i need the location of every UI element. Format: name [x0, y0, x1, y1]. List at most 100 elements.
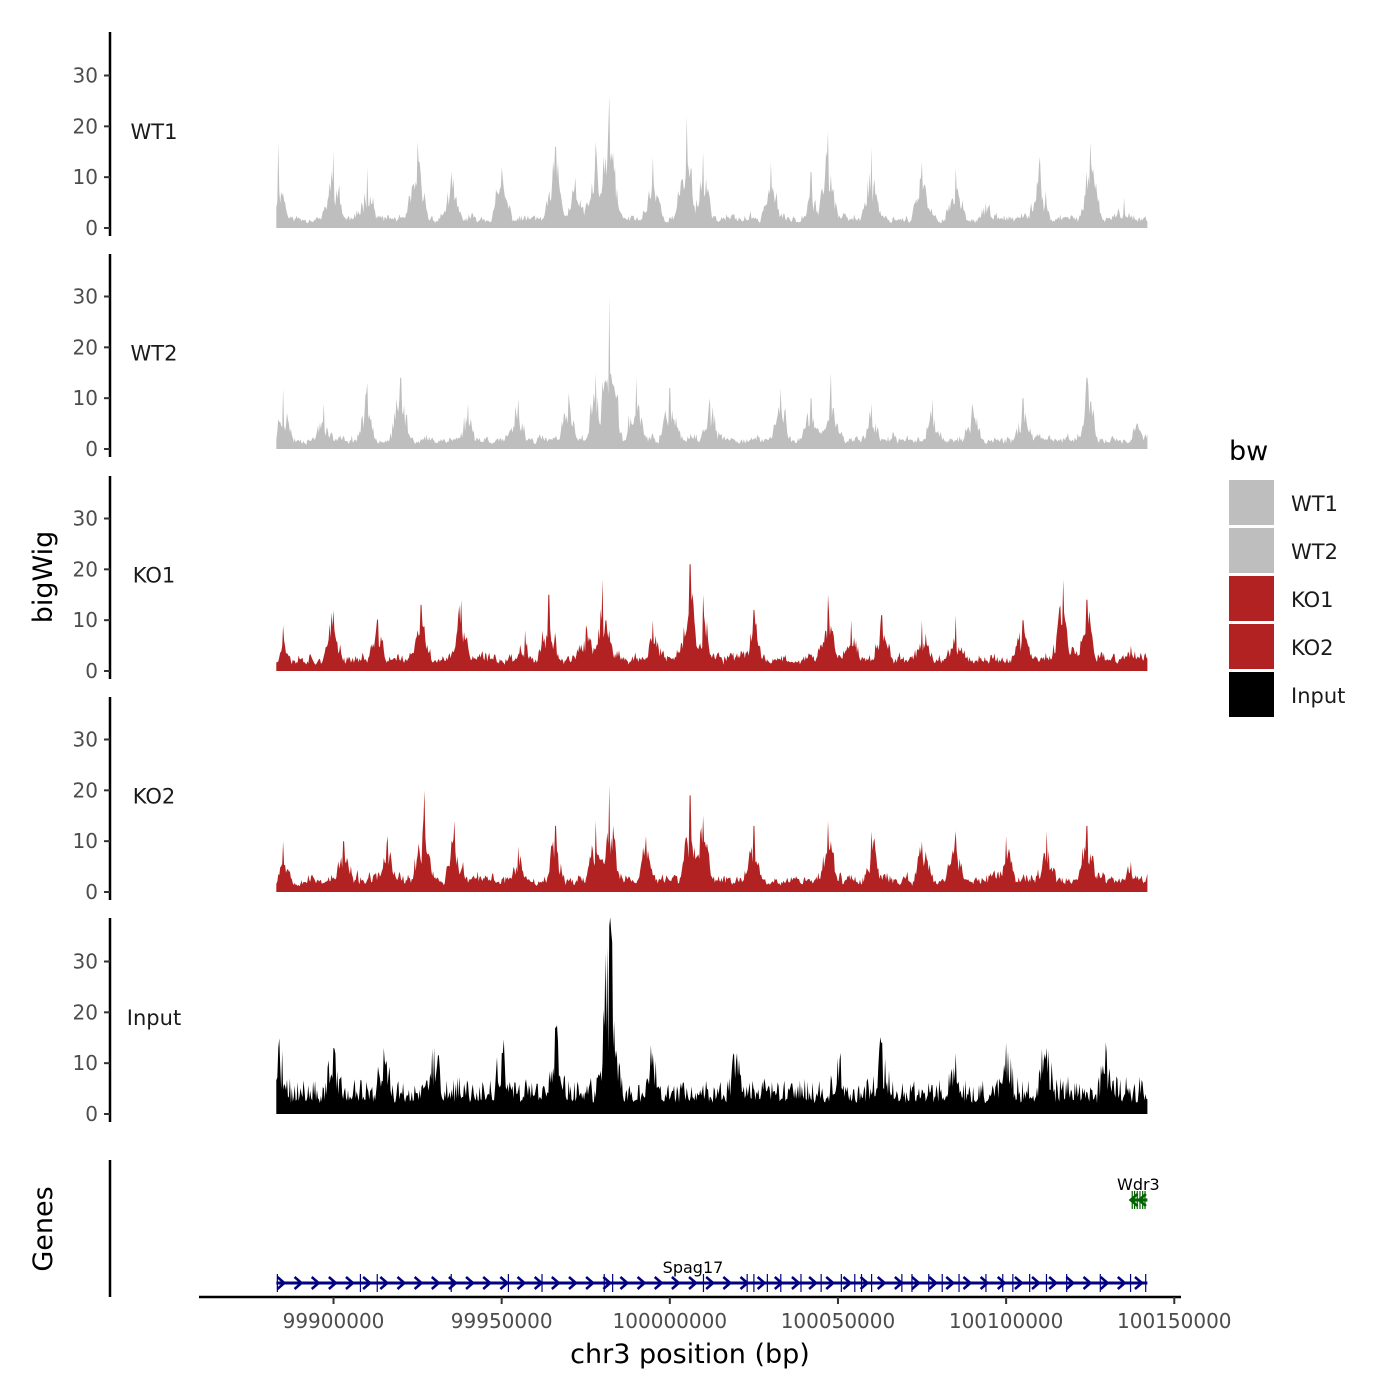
legend-label-ko2: KO2: [1291, 636, 1334, 660]
strand-arrow: [859, 1276, 870, 1290]
strand-arrow: [962, 1276, 973, 1290]
strand-arrow: [551, 1276, 561, 1290]
y-tick-label: 30: [73, 728, 98, 752]
y-tick-label: 0: [85, 437, 98, 461]
y-tick-label: 0: [85, 1102, 98, 1126]
strand-arrow: [602, 1276, 613, 1290]
strand-arrow: [876, 1276, 887, 1290]
track-wt1: 0 10 20 30 WT1: [73, 32, 1148, 240]
strand-arrow: [413, 1276, 424, 1290]
y-tick-label: 0: [85, 880, 98, 904]
track-label: KO2: [133, 785, 176, 809]
y-tick-label: 20: [73, 557, 98, 581]
legend-label-wt2: WT2: [1291, 540, 1338, 564]
strand-arrow: [516, 1276, 527, 1290]
y-tick-label: 20: [73, 1000, 98, 1024]
y-tick-label: 10: [73, 829, 98, 853]
coverage-area-ko2: [276, 785, 1148, 892]
strand-arrow: [568, 1276, 578, 1290]
strand-arrow: [499, 1276, 510, 1290]
x-tick-label: 100150000: [1117, 1309, 1232, 1333]
strand-arrow: [653, 1276, 664, 1290]
strand-arrow: [448, 1276, 458, 1290]
track-ko2: 0 10 20 30 KO2: [73, 697, 1148, 904]
strand-arrow: [928, 1276, 939, 1290]
legend-label-input: Input: [1291, 684, 1345, 708]
legend: WT1 WT2 KO1 KO2 Input: [1229, 480, 1345, 717]
legend-label-wt1: WT1: [1291, 492, 1338, 516]
legend-swatch-ko1: [1229, 576, 1274, 621]
track-ko1: 0 10 20 30 KO1: [73, 476, 1148, 683]
x-tick-label: 100050000: [781, 1309, 896, 1333]
strand-arrow: [894, 1276, 904, 1290]
strand-arrow: [1099, 1276, 1110, 1290]
y-tick-label: 30: [73, 64, 98, 88]
y-tick-label: 0: [85, 216, 98, 240]
y-tick-label: 30: [73, 507, 98, 531]
y-tick-label: 10: [73, 165, 98, 189]
strand-arrow: [773, 1276, 784, 1290]
track-input: 0 10 20 30 Input: [73, 917, 1148, 1126]
strand-arrow: [808, 1276, 819, 1290]
strand-arrow: [1031, 1276, 1041, 1290]
y-tick-label: 0: [85, 659, 98, 683]
strand-arrow: [585, 1276, 596, 1290]
strand-arrow: [911, 1276, 921, 1290]
strand-arrow: [345, 1276, 355, 1290]
gene-label: Wdr3: [1117, 1175, 1160, 1194]
strand-arrow: [1014, 1276, 1024, 1290]
y-tick-label: 30: [73, 285, 98, 309]
y-tick-label: 30: [73, 950, 98, 974]
strand-arrow: [1128, 1193, 1139, 1207]
strand-arrow: [1137, 1193, 1147, 1207]
legend-title: bw: [1229, 436, 1268, 467]
legend-swatch-wt1: [1229, 480, 1274, 525]
strand-arrow: [396, 1276, 407, 1290]
x-tick-label: 99900000: [283, 1309, 385, 1333]
y-tick-label: 10: [73, 386, 98, 410]
strand-arrow: [996, 1276, 1007, 1290]
strand-arrow: [825, 1276, 836, 1290]
x-tick-label: 99950000: [451, 1309, 553, 1333]
x-axis: 99900000 99950000 100000000 100050000 100100…: [199, 1295, 1232, 1333]
x-tick-label: 100000000: [613, 1309, 728, 1333]
strand-arrow: [328, 1276, 338, 1290]
strand-arrow: [276, 1276, 287, 1290]
track-label: KO1: [133, 564, 176, 588]
strand-arrow: [293, 1276, 304, 1290]
strand-arrow: [705, 1276, 716, 1290]
gene-spag17: Spag17: [276, 1258, 1148, 1292]
strand-arrow: [671, 1276, 681, 1290]
strand-arrow: [842, 1276, 853, 1290]
legend-swatch-wt2: [1229, 528, 1274, 573]
strand-arrow: [945, 1276, 956, 1290]
strand-arrow: [1116, 1276, 1127, 1290]
strand-arrow: [310, 1276, 321, 1290]
strand-arrow: [465, 1276, 475, 1290]
strand-arrow: [791, 1276, 801, 1290]
coverage-area-wt1: [276, 95, 1148, 228]
x-axis-title: chr3 position (bp): [570, 1339, 810, 1370]
strand-arrow: [1134, 1276, 1144, 1290]
strand-arrow: [619, 1276, 630, 1290]
x-tick-label: 100100000: [949, 1309, 1064, 1333]
strand-arrow: [430, 1276, 441, 1290]
legend-swatch-input: [1229, 672, 1274, 717]
strand-arrow: [722, 1276, 733, 1290]
track-wt2: 0 10 20 30 WT2: [73, 254, 1148, 461]
strand-arrow: [1065, 1276, 1076, 1290]
gene-label: Spag17: [663, 1258, 724, 1277]
bigwig-tracks: 0 10 20 30 WT1 0 10 20 30 WT2 0 10 20 30 KO1 0 10 20 30 KO2…: [73, 32, 1148, 1126]
y-tick-label: 20: [73, 114, 98, 138]
strand-arrow: [688, 1276, 698, 1290]
y-tick-label: 10: [73, 608, 98, 632]
track-label: WT1: [131, 120, 178, 144]
genes-panel: Spag17 Wdr3: [108, 1160, 1160, 1297]
strand-arrow: [1048, 1276, 1059, 1290]
gene-wdr3: Wdr3: [1117, 1175, 1160, 1209]
strand-arrow: [636, 1276, 647, 1290]
genes-axis-title: Genes: [28, 1186, 59, 1271]
legend-swatch-ko2: [1229, 624, 1274, 669]
strand-arrow: [379, 1276, 390, 1290]
